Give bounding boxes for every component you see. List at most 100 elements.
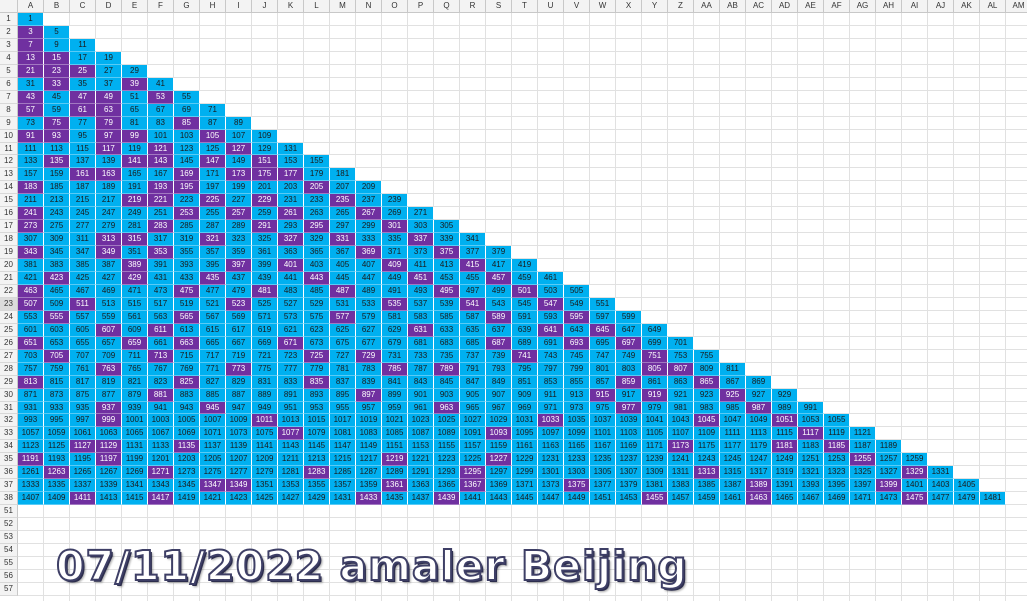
row-header-25[interactable]: 25: [0, 324, 18, 337]
grid-cell[interactable]: 1221: [408, 453, 434, 466]
row-header-22[interactable]: 22: [0, 285, 18, 298]
grid-cell[interactable]: 1069: [174, 427, 200, 440]
grid-cell[interactable]: 787: [408, 363, 434, 376]
grid-cell[interactable]: 61: [70, 104, 96, 117]
grid-cell[interactable]: 737: [460, 350, 486, 363]
grid-cell[interactable]: 919: [642, 389, 668, 402]
grid-cell[interactable]: 345: [44, 246, 70, 259]
row-header-6[interactable]: 6: [0, 78, 18, 91]
grid-cell[interactable]: 847: [460, 376, 486, 389]
grid-cell[interactable]: 1465: [772, 492, 798, 505]
grid-cell[interactable]: 289: [226, 220, 252, 233]
grid-cell[interactable]: 575: [304, 311, 330, 324]
grid-cell[interactable]: 1291: [408, 466, 434, 479]
row-header-24[interactable]: 24: [0, 311, 18, 324]
grid-cell[interactable]: 865: [694, 376, 720, 389]
grid-cell[interactable]: 1021: [382, 414, 408, 427]
grid-cell[interactable]: 1375: [564, 479, 590, 492]
grid-cell[interactable]: 1295: [460, 466, 486, 479]
grid-cell[interactable]: 765: [122, 363, 148, 376]
grid-cell[interactable]: 223: [174, 194, 200, 207]
grid-cell[interactable]: 1343: [148, 479, 174, 492]
row-header-34[interactable]: 34: [0, 440, 18, 453]
grid-cell[interactable]: 421: [18, 272, 44, 285]
grid-cell[interactable]: 991: [798, 402, 824, 414]
row-header-27[interactable]: 27: [0, 350, 18, 363]
grid-cell[interactable]: 91: [18, 130, 44, 143]
grid-cell[interactable]: 29: [122, 65, 148, 78]
grid-cell[interactable]: 159: [44, 168, 70, 181]
grid-cell[interactable]: 1351: [252, 479, 278, 492]
grid-cell[interactable]: 857: [590, 376, 616, 389]
grid-cell[interactable]: 1397: [850, 479, 876, 492]
grid-cell[interactable]: 1305: [590, 466, 616, 479]
grid-cell[interactable]: 759: [44, 363, 70, 376]
grid-cell[interactable]: 963: [434, 402, 460, 414]
column-header-l[interactable]: L: [304, 0, 330, 13]
grid-cell[interactable]: 1033: [538, 414, 564, 427]
grid-cell[interactable]: 257: [226, 207, 252, 220]
grid-cell[interactable]: 1251: [798, 453, 824, 466]
grid-cell[interactable]: 595: [564, 311, 590, 324]
grid-cell[interactable]: 817: [70, 376, 96, 389]
grid-cell[interactable]: 609: [122, 324, 148, 337]
grid-cell[interactable]: 237: [356, 194, 382, 207]
grid-cell[interactable]: 251: [148, 207, 174, 220]
grid-cell[interactable]: 773: [226, 363, 252, 376]
grid-cell[interactable]: 155: [304, 155, 330, 168]
grid-cell[interactable]: 1119: [824, 427, 850, 440]
grid-cell[interactable]: 893: [304, 389, 330, 402]
grid-cell[interactable]: 1163: [538, 440, 564, 453]
grid-cell[interactable]: 73: [18, 117, 44, 130]
grid-cell[interactable]: 419: [512, 259, 538, 272]
grid-cell[interactable]: 599: [616, 311, 642, 324]
column-header-j[interactable]: J: [252, 0, 278, 13]
grid-cell[interactable]: 1443: [486, 492, 512, 505]
grid-cell[interactable]: 593: [538, 311, 564, 324]
grid-cell[interactable]: 95: [70, 130, 96, 143]
grid-cell[interactable]: 851: [512, 376, 538, 389]
grid-cell[interactable]: 469: [96, 285, 122, 298]
grid-cell[interactable]: 167: [148, 168, 174, 181]
grid-cell[interactable]: 371: [382, 246, 408, 259]
grid-cell[interactable]: 875: [70, 389, 96, 402]
grid-cell[interactable]: 149: [226, 155, 252, 168]
grid-cell[interactable]: 339: [434, 233, 460, 246]
grid-cell[interactable]: 495: [434, 285, 460, 298]
grid-cell[interactable]: 907: [486, 389, 512, 402]
grid-cell[interactable]: 661: [148, 337, 174, 350]
grid-cell[interactable]: 389: [122, 259, 148, 272]
grid-cell[interactable]: 173: [226, 168, 252, 181]
grid-cell[interactable]: 1281: [278, 466, 304, 479]
grid-cell[interactable]: 1277: [226, 466, 252, 479]
grid-cell[interactable]: 117: [96, 143, 122, 155]
grid-cell[interactable]: 1323: [824, 466, 850, 479]
column-header-aa[interactable]: AA: [694, 0, 720, 13]
grid-cell[interactable]: 143: [148, 155, 174, 168]
grid-cell[interactable]: 325: [252, 233, 278, 246]
grid-cell[interactable]: 1011: [252, 414, 278, 427]
grid-cell[interactable]: 1319: [772, 466, 798, 479]
grid-cell[interactable]: 1229: [512, 453, 538, 466]
grid-cell[interactable]: 565: [174, 311, 200, 324]
grid-cell[interactable]: 1401: [902, 479, 928, 492]
grid-cell[interactable]: 501: [512, 285, 538, 298]
grid-cell[interactable]: 185: [44, 181, 70, 194]
grid-cell[interactable]: 929: [772, 389, 798, 402]
grid-cell[interactable]: 209: [356, 181, 382, 194]
grid-cell[interactable]: 1049: [746, 414, 772, 427]
grid-cell[interactable]: 741: [512, 350, 538, 363]
grid-cell[interactable]: 813: [18, 376, 44, 389]
grid-cell[interactable]: 175: [252, 168, 278, 181]
grid-cell[interactable]: 67: [148, 104, 174, 117]
grid-cell[interactable]: 885: [200, 389, 226, 402]
grid-cell[interactable]: 1219: [382, 453, 408, 466]
column-header-al[interactable]: AL: [980, 0, 1006, 13]
grid-cell[interactable]: 639: [512, 324, 538, 337]
grid-cell[interactable]: 3: [18, 26, 44, 39]
grid-cell[interactable]: 1337: [70, 479, 96, 492]
grid-cell[interactable]: 927: [746, 389, 772, 402]
grid-cell[interactable]: 477: [200, 285, 226, 298]
grid-cell[interactable]: 889: [252, 389, 278, 402]
row-header-2[interactable]: 2: [0, 26, 18, 39]
